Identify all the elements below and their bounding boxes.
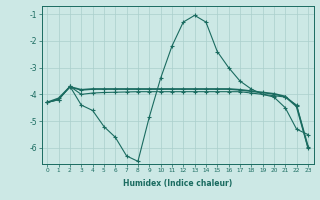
X-axis label: Humidex (Indice chaleur): Humidex (Indice chaleur) [123, 179, 232, 188]
